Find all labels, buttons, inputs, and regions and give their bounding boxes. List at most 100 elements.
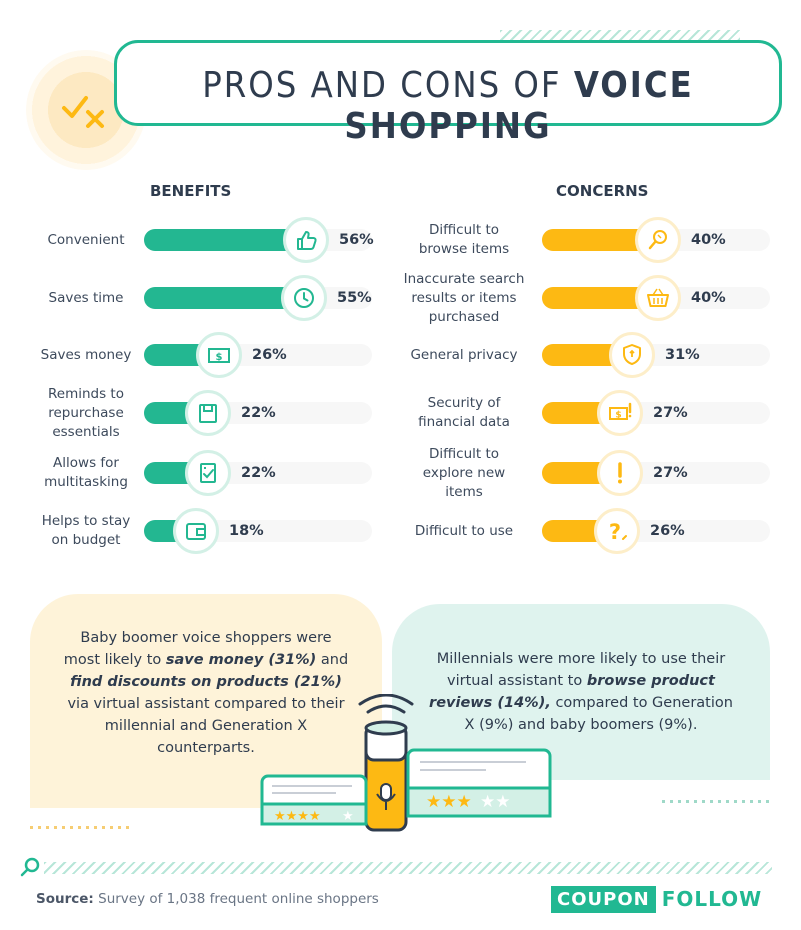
svg-text:★★: ★★: [480, 792, 510, 812]
bar-badge: [185, 450, 231, 496]
category-label: General privacy: [379, 346, 549, 365]
logo-word-coupon: COUPON: [551, 885, 656, 913]
category-label-line: Allows for: [53, 455, 119, 471]
money-icon: $: [208, 348, 230, 363]
category-label-line: Helps to stay: [41, 513, 131, 529]
svg-text:$: $: [615, 411, 621, 421]
money-alert-icon: $: [609, 402, 632, 421]
wallet-icon: [186, 523, 206, 540]
basket-icon: [647, 288, 669, 307]
thumbs-up-icon: [297, 231, 317, 250]
bar-badge: [281, 275, 327, 321]
magnifier-icon: [648, 230, 667, 250]
category-label-line: Reminds to: [48, 385, 124, 402]
bar-badge: [283, 217, 329, 263]
boomer-callout-text: Baby boomer voice shoppers were most lik…: [60, 627, 352, 759]
title-banner: PROS AND CONS OF VOICE SHOPPING: [114, 40, 782, 147]
category-label-line: Security of: [427, 395, 501, 411]
svg-text:★★★: ★★★: [426, 792, 472, 812]
bar-track: 40%: [542, 217, 770, 263]
category-label-line: Inaccurate search: [403, 270, 525, 287]
category-label: Saves time: [6, 289, 166, 308]
bar-track: 22%: [144, 450, 372, 496]
value-label: 18%: [229, 523, 264, 539]
bar-track: 40%: [542, 275, 770, 321]
question-icon: ?: [609, 520, 627, 544]
source-label: Source:: [36, 891, 94, 907]
value-label: 56%: [339, 232, 374, 248]
callout-highlight: save money (31%): [165, 652, 317, 668]
category-label: Convenient: [6, 231, 166, 250]
smart-speaker-illustration: ★★★★ ★ ★★★ ★★: [260, 694, 552, 832]
category-label-line: items: [445, 483, 483, 500]
benefits-heading: BENEFITS: [150, 182, 232, 200]
bar-badge: [597, 450, 643, 496]
category-label: Difficult to explore new items: [379, 445, 549, 502]
category-label: Security of financial data: [379, 394, 549, 432]
source-note: Source: Survey of 1,038 frequent online …: [36, 891, 379, 907]
category-label-line: repurchase: [48, 404, 124, 421]
category-label-line: results or items: [411, 289, 517, 306]
callout-highlight: find discounts on products (21%): [70, 674, 342, 690]
dotted-divider: [30, 826, 134, 829]
exclamation-icon: [618, 462, 622, 484]
bar-badge: $: [196, 332, 242, 378]
category-label-line: purchased: [428, 308, 500, 325]
source-text: Survey of 1,038 frequent online shoppers: [93, 891, 379, 907]
value-label: 26%: [650, 523, 685, 539]
bar-track: $27%: [542, 390, 770, 436]
value-label: 22%: [241, 405, 276, 421]
concerns-heading: CONCERNS: [556, 182, 649, 200]
bar-track: 55%: [144, 275, 372, 321]
dotted-divider: [662, 800, 772, 803]
bag-icon: [199, 404, 217, 423]
page-title: PROS AND CONS OF VOICE SHOPPING: [117, 65, 779, 147]
callout-text: and: [316, 652, 349, 668]
boomer-callout: Baby boomer voice shoppers were most lik…: [30, 594, 382, 808]
callout-text: Baby boomer voice shoppers were most lik…: [63, 630, 332, 668]
bar-track: 22%: [144, 390, 372, 436]
millennial-callout-text: Millennials were more likely to use thei…: [422, 648, 740, 736]
coupon-follow-logo[interactable]: COUPON FOLLOW: [551, 884, 762, 914]
category-label-line: browse items: [418, 241, 510, 257]
clock-icon: [294, 288, 314, 308]
value-label: 40%: [691, 290, 726, 306]
bar: [144, 229, 306, 251]
category-label: Difficult to use: [379, 522, 549, 541]
value-label: 27%: [653, 405, 688, 421]
svg-text:★★★★: ★★★★: [274, 809, 321, 824]
value-label: 26%: [252, 347, 287, 363]
callout-highlight: browse product reviews (14%),: [429, 673, 715, 711]
value-label: 55%: [337, 290, 372, 306]
category-label-line: explore new: [422, 464, 506, 481]
category-label-line: Difficult to: [428, 445, 500, 462]
logo-word-follow: FOLLOW: [661, 887, 763, 911]
review-card-right: ★★★ ★★: [406, 748, 552, 818]
svg-text:$: $: [216, 352, 223, 363]
callout-text: compared to Generation X (9%) and baby b…: [464, 695, 733, 733]
bar: [542, 229, 658, 251]
checklist-icon: [200, 463, 216, 483]
category-label-line: Convenient: [47, 231, 125, 248]
svg-text:?: ?: [609, 520, 621, 544]
bar-track: 27%: [542, 450, 770, 496]
value-label: 40%: [691, 232, 726, 248]
bar-badge: $: [597, 390, 643, 436]
bar-track: ? 26%: [542, 508, 770, 554]
category-label-line: multitasking: [44, 474, 128, 490]
bar-badge: [173, 508, 219, 554]
callout-text: via virtual assistant compared to their …: [67, 696, 345, 756]
shield-icon: [623, 344, 641, 365]
bar-badge: ?: [594, 508, 640, 554]
bar-badge: [609, 332, 655, 378]
bar-track: 31%: [542, 332, 770, 378]
check-cross-icon: [62, 96, 104, 128]
category-label: Reminds to repurchase essentials: [6, 385, 166, 442]
bar: [542, 287, 658, 309]
millennial-callout: Millennials were more likely to use thei…: [392, 604, 770, 780]
footer-stripes: [44, 862, 772, 874]
bar-badge: [635, 217, 681, 263]
category-label: Allows for multitasking: [6, 454, 166, 492]
category-label-line: Saves money: [40, 346, 132, 363]
category-label-line: financial data: [418, 414, 510, 430]
